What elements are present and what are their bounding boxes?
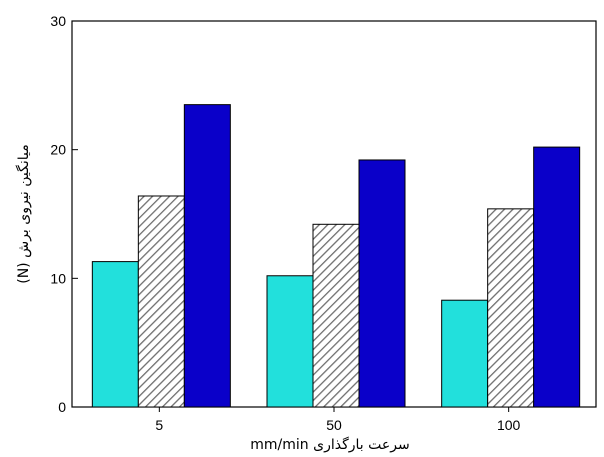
- bar-series-3-cat-50: [358, 159, 406, 408]
- x-axis-label: سرعت بارگذاری mm/min: [250, 436, 409, 453]
- x-tick-label: 50: [326, 417, 342, 433]
- y-tick-label: 0: [58, 399, 66, 415]
- x-tick-label: 100: [497, 417, 521, 433]
- x-tick-label: 5: [155, 417, 163, 433]
- bar-series-3-cat-5: [183, 104, 231, 408]
- bar-series-3-cat-100: [533, 146, 581, 408]
- x-axis: 5 50 100: [155, 407, 521, 433]
- y-tick-label: 10: [50, 270, 66, 286]
- bar-series-2-cat-50: [312, 223, 360, 408]
- bar-series-1-cat-100: [441, 299, 489, 408]
- y-axis: 0 10 20 30: [50, 13, 78, 415]
- bar-series-2-cat-100: [487, 208, 535, 408]
- y-axis-label: میانگین نیروی برش (N): [15, 144, 32, 284]
- bar-series-2-cat-5: [137, 195, 185, 408]
- bars-group: [91, 104, 581, 408]
- bar-series-1-cat-5: [91, 261, 139, 408]
- bar-series-1-cat-50: [266, 275, 314, 408]
- y-tick-label: 30: [50, 13, 66, 29]
- y-tick-label: 20: [50, 142, 66, 158]
